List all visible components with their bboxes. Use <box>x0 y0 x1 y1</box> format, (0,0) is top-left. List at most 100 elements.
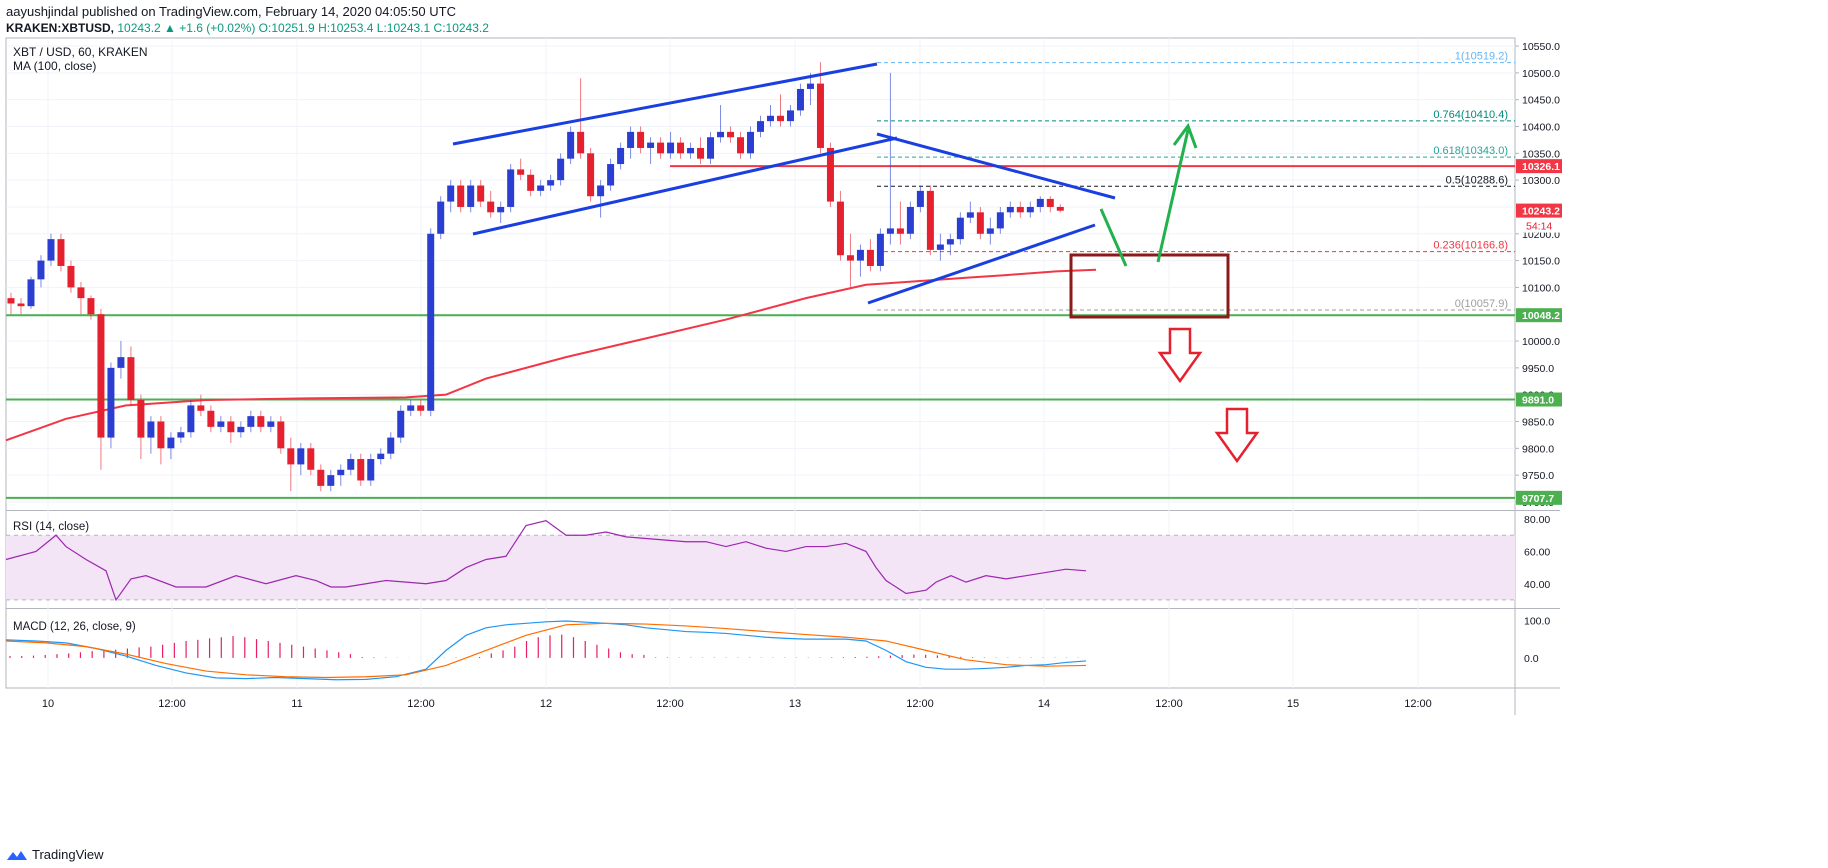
candle-body <box>237 426 245 433</box>
candle-body <box>247 416 255 427</box>
quote: 10243.2 ▲ +1.6 (+0.02%) <box>117 21 256 35</box>
candle-body <box>277 421 285 449</box>
time-tick-label: 12:00 <box>656 698 684 710</box>
candle-body <box>866 249 874 266</box>
level-price-tag <box>1516 392 1562 407</box>
candle-body <box>816 83 824 148</box>
candle-body <box>177 432 185 438</box>
candle-body <box>67 265 75 288</box>
candle-body <box>826 147 834 202</box>
candle-body <box>487 201 495 213</box>
candle-body <box>207 410 215 427</box>
candle-body <box>507 169 515 207</box>
rsi-band <box>6 535 1515 600</box>
price-tick-label: 9800.0 <box>1522 443 1554 455</box>
candle-body <box>607 164 615 186</box>
candle-body <box>557 158 565 181</box>
candle-body <box>597 185 605 197</box>
candle-body <box>397 410 405 438</box>
candle-body <box>976 212 984 234</box>
close-value: C:10243.2 <box>433 21 489 35</box>
green-arrow-down-leg <box>1099 208 1128 267</box>
red-down-arrow-icon <box>1214 407 1260 464</box>
candle-body <box>157 421 165 449</box>
time-tick-label: 14 <box>1038 698 1050 710</box>
candle-body <box>417 405 425 411</box>
candle-body <box>667 142 675 154</box>
candle-body <box>776 115 784 122</box>
last-price-label: 10243.2 <box>1522 206 1560 218</box>
candle-body <box>1016 206 1024 213</box>
candle-body <box>497 206 505 213</box>
price-tick-label: 10000.0 <box>1522 336 1560 348</box>
candle-body <box>257 416 265 427</box>
header: aayushjindal published on TradingView.co… <box>6 4 489 36</box>
candle-body <box>127 357 135 401</box>
candle-body <box>846 255 854 261</box>
ma-label: MA (100, close) <box>13 59 96 73</box>
price-tick-label: 10300.0 <box>1522 175 1560 187</box>
candle-body <box>577 131 585 154</box>
symbol[interactable]: KRAKEN:XBTUSD, <box>6 21 114 35</box>
macd-tick-label: 100.0 <box>1524 615 1550 627</box>
candle-body <box>367 459 375 481</box>
tradingview-logo-icon <box>7 850 27 860</box>
candle-body <box>1036 198 1044 207</box>
time-tick-label: 15 <box>1287 698 1299 710</box>
candle-body <box>77 287 85 299</box>
candle-body <box>587 153 595 197</box>
candle-body <box>896 228 904 234</box>
candle-body <box>337 469 345 476</box>
candle-body <box>657 142 665 154</box>
time-tick-label: 12:00 <box>1155 698 1183 710</box>
price-tick-label: 10450.0 <box>1522 95 1560 107</box>
candle-body <box>886 228 894 234</box>
level-price-tag <box>1516 308 1562 323</box>
candle-body <box>926 190 934 250</box>
triangle-lower <box>867 223 1096 305</box>
candle-body <box>457 185 465 207</box>
candle-body <box>806 83 814 89</box>
level-price-label: 10326.1 <box>1522 161 1560 173</box>
green-arrow-up-leg <box>1156 129 1190 263</box>
candle-body <box>1046 198 1054 207</box>
level-price-tag <box>1516 490 1562 505</box>
fib-level-label: 0.236(10166.8) <box>1433 240 1508 252</box>
candle-body <box>786 110 794 122</box>
candle-body <box>297 448 305 465</box>
candle-body <box>996 212 1004 229</box>
candle-body <box>946 239 954 245</box>
time-tick-label: 12:00 <box>407 698 435 710</box>
rising-channel-lower <box>472 136 898 236</box>
candle-body <box>766 115 774 122</box>
candle-body <box>856 249 864 261</box>
candle-body <box>387 437 395 454</box>
candle-body <box>757 121 764 132</box>
candle-body <box>836 201 844 256</box>
rsi-tick-label: 40.00 <box>1524 579 1550 591</box>
rising-channel-upper <box>452 62 878 146</box>
candle-body <box>1026 206 1034 213</box>
candle-body <box>936 244 944 250</box>
candle-body <box>567 131 575 159</box>
countdown-label: 54:14 <box>1526 221 1552 233</box>
candle-body <box>437 201 445 234</box>
level-price-label: 9707.7 <box>1522 493 1554 505</box>
candle-body <box>477 185 485 202</box>
candle-body <box>107 367 115 438</box>
candle-body <box>687 147 695 154</box>
time-tick-label: 12:00 <box>1404 698 1432 710</box>
macd-tick-label: 0.0 <box>1524 653 1539 665</box>
time-tick-label: 12:00 <box>158 698 186 710</box>
candle-body <box>167 437 175 449</box>
candle-body <box>906 206 914 234</box>
footer: TradingView <box>6 847 104 862</box>
candle-body <box>377 453 385 460</box>
candle-body <box>617 147 625 165</box>
price-tick-label: 10500.0 <box>1522 68 1560 80</box>
brand-name[interactable]: TradingView <box>32 847 104 862</box>
candle-body <box>647 142 655 148</box>
last-price-tag <box>1516 203 1562 218</box>
time-tick-label: 10 <box>42 698 54 710</box>
time-tick-label: 13 <box>789 698 801 710</box>
